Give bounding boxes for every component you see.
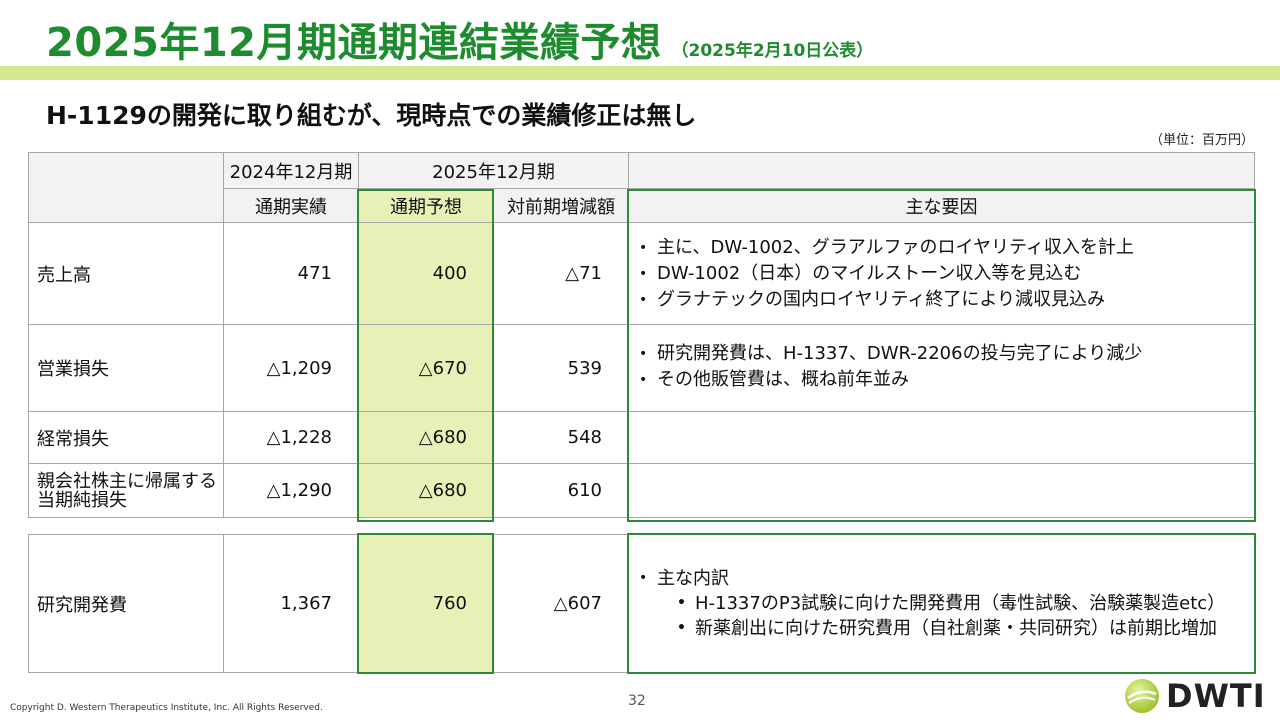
net-loss-factors — [628, 463, 1255, 518]
net-loss-forecast: △680 — [358, 463, 494, 518]
ordinary-loss-actual: △1,228 — [223, 411, 359, 464]
header-factors: 主な要因 — [628, 188, 1255, 223]
header-blank — [28, 152, 224, 223]
header-actual: 通期実績 — [223, 188, 359, 223]
table-row: 営業損失 △1,209 △670 539 研究開発費は、H-1337、DWR-2… — [28, 324, 1255, 412]
rd-factors: 主な内訳 H-1337のP3試験に向けた開発費用（毒性試験、治験薬製造etc） … — [628, 534, 1255, 673]
operating-loss-factors: 研究開発費は、H-1337、DWR-2206の投与完了により減少 その他販管費は… — [628, 324, 1255, 412]
header-forecast: 通期予想 — [358, 188, 494, 223]
logo-text: DWTI — [1166, 677, 1266, 715]
operating-loss-actual: △1,209 — [223, 324, 359, 412]
net-loss-change: 610 — [493, 463, 629, 518]
title-main: 2025年12月期通期連結業績予想 — [46, 20, 662, 66]
ordinary-loss-change: 548 — [493, 411, 629, 464]
header-fy2025: 2025年12月期 — [358, 152, 629, 189]
page-number: 32 — [628, 693, 646, 709]
row-label-net-loss: 親会社株主に帰属する 当期純損失 — [28, 463, 224, 518]
factor-item: 主な内訳 H-1337のP3試験に向けた開発費用（毒性試験、治験薬製造etc） … — [637, 566, 1232, 641]
header-blank-right — [628, 152, 1255, 189]
forecast-table: 2024年12月期 2025年12月期 通期実績 通期予想 対前期増減額 主な要… — [28, 152, 1255, 518]
title-note: （2025年2月10日公表） — [671, 41, 874, 61]
table-row: 売上高 471 400 △71 主に、DW-1002、グラアルファのロイヤリティ… — [28, 222, 1255, 325]
row-label-rd: 研究開発費 — [28, 534, 224, 673]
operating-loss-change: 539 — [493, 324, 629, 412]
sales-factors: 主に、DW-1002、グラアルファのロイヤリティ収入を計上 DW-1002（日本… — [628, 222, 1255, 325]
rd-sub-item: H-1337のP3試験に向けた開発費用（毒性試験、治験薬製造etc） — [675, 591, 1232, 616]
logo-mark-icon — [1125, 679, 1159, 713]
company-logo: DWTI — [1124, 676, 1266, 716]
copyright: Copyright D. Western Therapeutics Instit… — [10, 703, 323, 713]
header-change: 対前期増減額 — [493, 188, 629, 223]
rd-factor-main: 主な内訳 — [657, 568, 729, 589]
factor-item: グラナテックの国内ロイヤリティ終了により減収見込み — [637, 287, 1254, 313]
net-loss-label-line1: 親会社株主に帰属する — [37, 470, 217, 492]
rd-table: 研究開発費 1,367 760 △607 主な内訳 H-1337のP3試験に向け… — [28, 534, 1255, 673]
factor-item: DW-1002（日本）のマイルストーン収入等を見込む — [637, 261, 1254, 287]
net-loss-label-line2: 当期純損失 — [37, 489, 127, 511]
rd-sub-item: 新薬創出に向けた研究費用（自社創薬・共同研究）は前期比増加 — [675, 616, 1232, 641]
row-label-sales: 売上高 — [28, 222, 224, 325]
sales-forecast: 400 — [358, 222, 494, 325]
net-loss-actual: △1,290 — [223, 463, 359, 518]
table-row: 研究開発費 1,367 760 △607 主な内訳 H-1337のP3試験に向け… — [28, 534, 1255, 673]
slide-title: 2025年12月期通期連結業績予想 （2025年2月10日公表） — [46, 10, 874, 66]
table-row: 経常損失 △1,228 △680 548 — [28, 411, 1255, 464]
ordinary-loss-forecast: △680 — [358, 411, 494, 464]
rd-forecast: 760 — [358, 534, 494, 673]
table-row: 親会社株主に帰属する 当期純損失 △1,290 △680 610 — [28, 463, 1255, 518]
row-label-operating-loss: 営業損失 — [28, 324, 224, 412]
factor-item: 研究開発費は、H-1337、DWR-2206の投与完了により減少 — [637, 341, 1254, 367]
unit-note: （単位：百万円） — [1149, 133, 1254, 148]
row-label-ordinary-loss: 経常損失 — [28, 411, 224, 464]
operating-loss-forecast: △670 — [358, 324, 494, 412]
ordinary-loss-factors — [628, 411, 1255, 464]
header-fy2024: 2024年12月期 — [223, 152, 359, 189]
rd-change: △607 — [493, 534, 629, 673]
factor-item: 主に、DW-1002、グラアルファのロイヤリティ収入を計上 — [637, 235, 1254, 261]
sales-change: △71 — [493, 222, 629, 325]
rd-actual: 1,367 — [223, 534, 359, 673]
factor-item: その他販管費は、概ね前年並み — [637, 367, 1254, 393]
sales-actual: 471 — [223, 222, 359, 325]
subtitle: H-1129の開発に取り組むが、現時点での業績修正は無し — [46, 101, 697, 130]
title-band — [0, 66, 1280, 80]
